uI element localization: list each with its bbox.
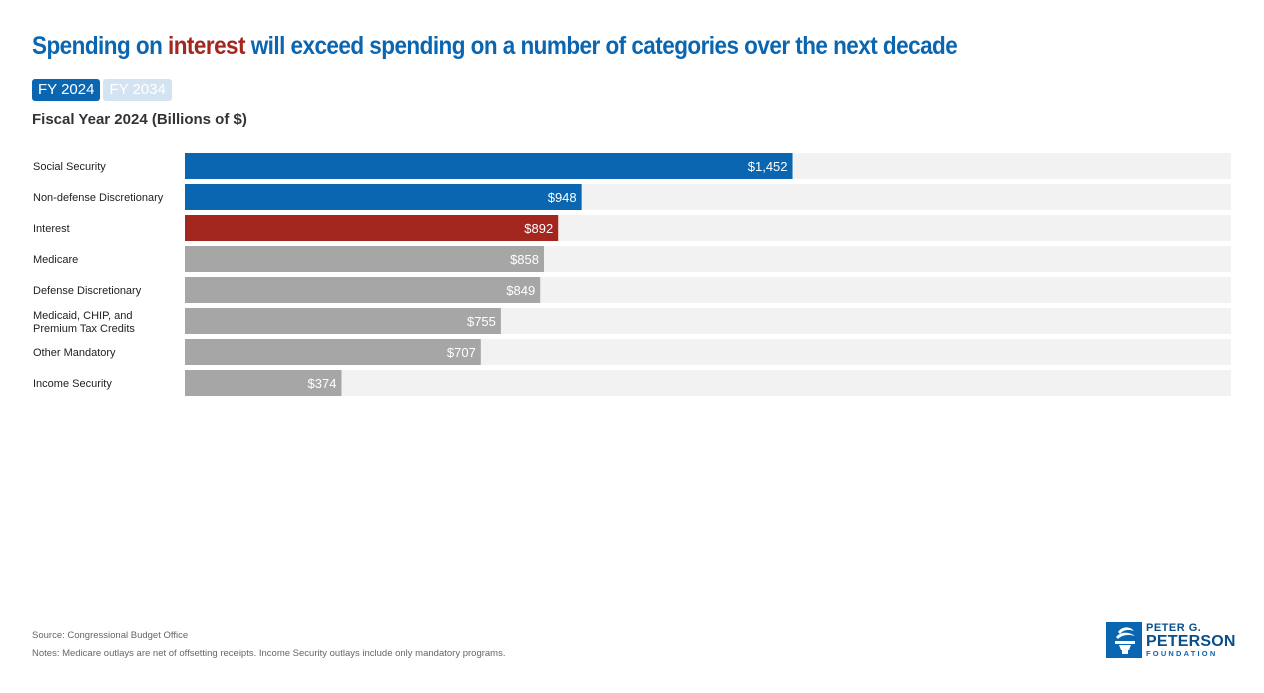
bar-value-label: $858 xyxy=(510,252,539,267)
torch-icon xyxy=(1106,622,1142,658)
category-label-line: Defense Discretionary xyxy=(33,285,142,297)
category-label: Interest xyxy=(33,223,70,235)
category-label: Social Security xyxy=(33,161,106,173)
bar-value-label: $948 xyxy=(548,190,577,205)
category-label-line: Medicaid, CHIP, and xyxy=(33,310,132,322)
category-label: Medicaid, CHIP, and Premium Tax Credits xyxy=(33,310,135,335)
bar xyxy=(185,277,541,303)
title-text-start: Spending on xyxy=(32,32,169,60)
category-label-line: Other Mandatory xyxy=(33,347,116,359)
bar xyxy=(185,215,559,241)
bar xyxy=(185,308,501,334)
toggle-fy2034-button[interactable]: FY 2034 xyxy=(103,79,172,101)
bar xyxy=(185,370,342,396)
category-label-line: Social Security xyxy=(33,161,106,173)
source-note: Source: Congressional Budget Office xyxy=(32,630,189,641)
bar xyxy=(185,339,481,365)
category-label-line: Premium Tax Credits xyxy=(33,323,135,335)
chart-subtitle: Fiscal Year 2024 (Billions of $) xyxy=(32,111,247,128)
logo-line-1: PETER G. xyxy=(1146,621,1202,634)
title-highlight-interest: interest xyxy=(168,32,246,60)
bar-track xyxy=(185,370,1231,396)
bar-value-label: $849 xyxy=(506,283,535,298)
category-label: Non-defense Discretionary xyxy=(33,192,164,204)
bar-value-label: $892 xyxy=(524,221,553,236)
category-label-line: Interest xyxy=(33,223,70,235)
category-label-line: Non-defense Discretionary xyxy=(33,192,164,204)
category-label: Other Mandatory xyxy=(33,347,116,359)
category-label-line: Medicare xyxy=(33,254,78,266)
year-toggle-group: FY 2024 FY 2034 xyxy=(32,79,172,101)
bar xyxy=(185,184,582,210)
bar-value-label: $755 xyxy=(467,314,496,329)
chart-title: Spending on interest will exceed spendin… xyxy=(32,32,958,61)
category-label: Income Security xyxy=(33,378,112,390)
bar xyxy=(185,246,544,272)
bar-value-label: $707 xyxy=(447,345,476,360)
category-label-line: Income Security xyxy=(33,378,112,390)
title-text-end: will exceed spending on a number of cate… xyxy=(244,32,958,60)
toggle-fy2024-button[interactable]: FY 2024 xyxy=(32,79,101,101)
logo-wordmark: PETER G. PETERSON FOUNDATION xyxy=(1146,621,1236,658)
category-label: Medicare xyxy=(33,254,78,266)
bar xyxy=(185,153,793,179)
logo-line-2: PETERSON xyxy=(1146,632,1236,650)
peterson-foundation-logo[interactable]: PETER G. PETERSON FOUNDATION xyxy=(1106,622,1236,658)
logo-line-3: FOUNDATION xyxy=(1146,648,1218,658)
notes-text: Notes: Medicare outlays are net of offse… xyxy=(32,648,506,659)
bar-value-label: $1,452 xyxy=(748,159,788,174)
bar-value-label: $374 xyxy=(308,376,337,391)
category-label: Defense Discretionary xyxy=(33,285,142,297)
